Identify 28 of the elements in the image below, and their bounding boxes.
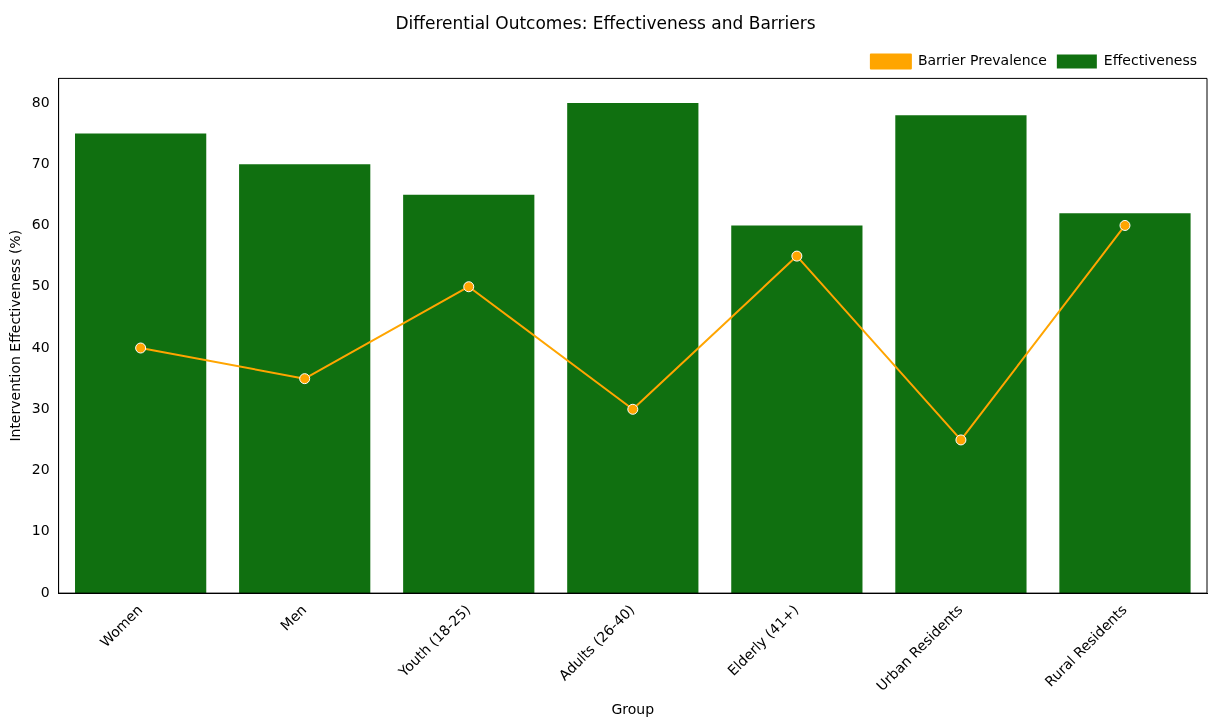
legend-label: Effectiveness [1103,52,1197,69]
y-tick-label: 20 [31,461,50,478]
bar [731,225,863,594]
bar [1059,213,1191,594]
x-axis-title: Group [611,701,655,718]
y-tick-label: 80 [31,93,50,110]
bar [895,115,1027,594]
point [791,250,803,262]
y-tick-label: 70 [31,154,50,171]
y-tick-label: 0 [40,583,50,600]
point [463,281,475,293]
y-axis-title: Intervention Effectiveness (%) [7,229,24,442]
y-tick-label: 60 [31,216,50,233]
bar [567,102,699,594]
bar [403,194,535,594]
point [955,434,967,446]
legend-label: Barrier Prevalence [917,52,1047,69]
bar [75,133,207,594]
y-tick-label: 40 [31,338,50,355]
point [627,403,639,415]
y-tick-label: 10 [31,522,50,539]
y-tick-label: 30 [31,399,50,416]
point [299,373,311,385]
bar [239,164,371,594]
point [135,342,147,354]
y-tick-label: 50 [31,277,50,294]
chart-title: Differential Outcomes: Effectiveness and Barriers [395,12,816,33]
point [1119,219,1131,231]
